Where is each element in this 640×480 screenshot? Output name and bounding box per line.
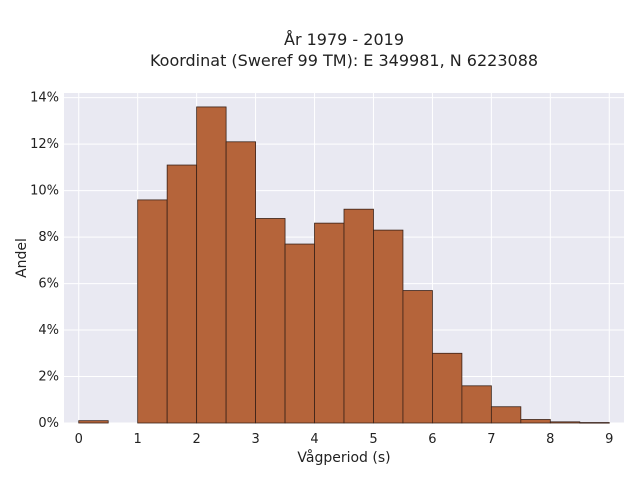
- histogram-bar: [579, 422, 610, 424]
- y-tick-label: 10%: [30, 184, 59, 199]
- y-tick-label: 6%: [38, 277, 59, 292]
- histogram-bar: [402, 290, 433, 424]
- x-tick-label: 0: [75, 432, 83, 447]
- histogram-bar: [284, 243, 315, 424]
- y-tick-label: 4%: [38, 323, 59, 338]
- x-tick-label: 3: [251, 432, 259, 447]
- chart-subtitle: Koordinat (Sweref 99 TM): E 349981, N 62…: [150, 51, 538, 70]
- histogram-bar: [255, 218, 286, 424]
- x-tick-label: 7: [487, 432, 495, 447]
- histogram-bar: [78, 420, 109, 424]
- x-tick-label: 2: [192, 432, 200, 447]
- histogram-bar: [461, 385, 492, 424]
- x-tick-label: 1: [134, 432, 142, 447]
- y-tick-label: 0%: [38, 416, 59, 431]
- bars: [78, 106, 610, 424]
- y-tick-label: 2%: [38, 370, 59, 385]
- x-tick-label: 4: [310, 432, 318, 447]
- histogram-bar: [166, 164, 198, 424]
- y-axis-ticks: 0% 2% 4% 6% 8% 10% 12% 14%: [30, 91, 59, 431]
- histogram-bar: [490, 406, 522, 424]
- x-tick-label: 6: [428, 432, 436, 447]
- y-tick-label: 12%: [30, 137, 59, 152]
- x-tick-label: 9: [605, 432, 613, 447]
- histogram-bar: [225, 141, 256, 424]
- x-tick-label: 5: [369, 432, 377, 447]
- x-tick-label: 8: [546, 432, 554, 447]
- histogram-bar: [314, 222, 345, 424]
- histogram-bar: [432, 352, 463, 424]
- x-axis-label: Vågperiod (s): [297, 449, 390, 466]
- histogram-bar: [373, 229, 404, 424]
- histogram-bar: [196, 106, 227, 424]
- y-axis-label: Andel: [14, 238, 30, 278]
- chart-title: År 1979 - 2019: [284, 30, 404, 49]
- histogram-bar: [520, 419, 551, 424]
- y-tick-label: 8%: [38, 230, 59, 245]
- histogram-bar: [549, 421, 581, 424]
- y-tick-label: 14%: [30, 91, 59, 106]
- x-axis-ticks: 0 1 2 3 4 5 6 7 8 9: [75, 432, 614, 447]
- histogram-bar: [137, 199, 168, 424]
- histogram-bar: [343, 208, 374, 424]
